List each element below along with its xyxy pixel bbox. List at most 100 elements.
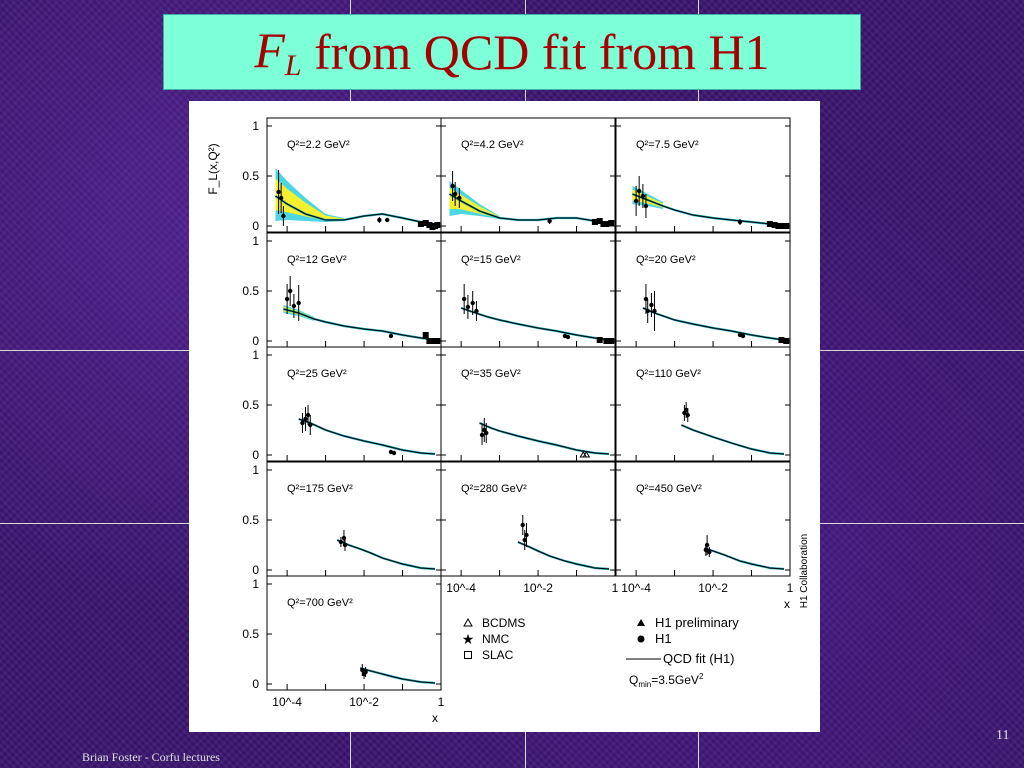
slac-point <box>591 219 598 225</box>
qcd-fit-band <box>298 417 436 456</box>
slac-point <box>766 221 773 227</box>
data-point <box>479 432 485 438</box>
bcdms-point <box>582 451 591 458</box>
qcd-fit-line <box>632 193 785 226</box>
y-tick-label: 0 <box>252 563 259 577</box>
qcd-fit-band <box>704 546 785 571</box>
data-point <box>740 333 746 339</box>
x-tick-label: 10^-2 <box>523 581 553 595</box>
panel-label: Q²=35 GeV² <box>461 368 521 380</box>
panel-label: Q²=175 GeV² <box>287 483 353 495</box>
x-axis-label: x <box>784 597 790 611</box>
panel-label: Q²=20 GeV² <box>636 254 696 266</box>
panel-frame <box>266 461 442 577</box>
slac-point <box>596 337 603 343</box>
data-point <box>300 420 305 426</box>
data-point <box>547 218 552 224</box>
x-tick-label: 10^-2 <box>698 581 728 595</box>
qcd-fit-line <box>283 308 436 341</box>
data-point <box>645 308 650 314</box>
panel-frame <box>440 461 616 577</box>
slac-point <box>608 338 615 344</box>
nmc-symbol: ★ <box>462 631 475 647</box>
data-point <box>707 549 712 555</box>
qcd-fit-band <box>479 421 610 456</box>
data-point <box>685 412 690 418</box>
slac-point <box>603 221 610 227</box>
qcd-fit-band <box>642 306 785 342</box>
data-point <box>296 300 301 306</box>
title-symbol: FL <box>254 22 302 82</box>
qcd-fit-line <box>479 422 610 455</box>
uncertainty-band-outer <box>449 181 500 219</box>
data-point <box>457 195 462 201</box>
y-tick-label: 1 <box>252 234 259 248</box>
slac-point <box>608 220 615 226</box>
y-tick-label: 0 <box>252 677 259 691</box>
panel-frame <box>266 232 442 348</box>
data-point <box>338 539 344 545</box>
data-point <box>342 542 348 548</box>
panel-label: Q²=7.5 GeV² <box>636 139 699 151</box>
qcd-fit-line <box>275 195 436 226</box>
x-axis-label: x <box>432 711 438 725</box>
data-point <box>484 430 489 436</box>
h1-preliminary-symbol <box>637 619 645 626</box>
data-point <box>636 188 642 194</box>
data-point <box>308 422 313 428</box>
slac-point <box>434 222 441 228</box>
y-tick-label: 0 <box>252 219 259 233</box>
panel-frame <box>440 117 616 233</box>
data-point <box>287 288 293 294</box>
qcd-fit-band <box>460 306 610 342</box>
y-axis-label: F_L(x,Q²) <box>206 143 220 194</box>
collaboration-label: H1 Collaboration <box>799 534 810 609</box>
slac-point <box>429 338 436 344</box>
panel-frame <box>266 575 442 691</box>
panel-frame <box>615 346 791 462</box>
data-point <box>284 296 290 302</box>
data-point <box>737 219 743 225</box>
qcd-fit-line <box>642 307 785 341</box>
panel-label: Q²=12 GeV² <box>287 254 347 266</box>
panel-label: Q²=280 GeV² <box>461 483 527 495</box>
qcd-fit-line <box>360 667 436 684</box>
plot-panel: Q²=2.2 GeV² Q²=4.2 GeV² Q²=7.5 GeV² Q²=12 G… <box>189 101 820 732</box>
y-tick-label: 0.5 <box>242 398 259 412</box>
slide-title: FL from QCD fit from H1 <box>163 14 861 90</box>
data-point <box>461 296 467 302</box>
legend-label: BCDMS <box>482 616 525 630</box>
qcd-fit-line <box>517 541 610 570</box>
y-tick-label: 1 <box>252 119 259 133</box>
qcd-fit-band <box>680 423 785 456</box>
data-point <box>652 308 657 314</box>
panel-frame <box>266 346 442 462</box>
qcd-fit-line <box>704 547 785 570</box>
data-point <box>385 217 390 223</box>
slac-point <box>434 338 441 344</box>
panel-label: Q²=15 GeV² <box>461 254 521 266</box>
panel-frame <box>615 461 791 577</box>
slac-point <box>603 338 610 344</box>
bcdms-symbol <box>463 617 473 627</box>
legend-label: H1 preliminary <box>655 615 739 630</box>
y-tick-label: 0 <box>252 448 259 462</box>
data-point <box>465 304 471 310</box>
data-point <box>633 198 639 204</box>
data-point <box>704 542 710 548</box>
data-point <box>388 333 394 339</box>
uncertainty-band-inner <box>275 178 344 221</box>
y-tick-label: 1 <box>252 348 259 362</box>
legend-label: H1 <box>655 631 672 646</box>
data-point <box>474 308 479 314</box>
data-point <box>291 303 297 309</box>
slac-point <box>422 332 429 338</box>
panel-label: Q²=450 GeV² <box>636 483 702 495</box>
data-point <box>649 302 654 308</box>
qcd-fit-line <box>681 424 785 455</box>
qcd-fit-band <box>359 666 436 685</box>
slac-point <box>778 223 785 229</box>
data-point <box>305 412 311 418</box>
data-point <box>303 416 308 422</box>
panel-label: Q²=25 GeV² <box>287 368 347 380</box>
